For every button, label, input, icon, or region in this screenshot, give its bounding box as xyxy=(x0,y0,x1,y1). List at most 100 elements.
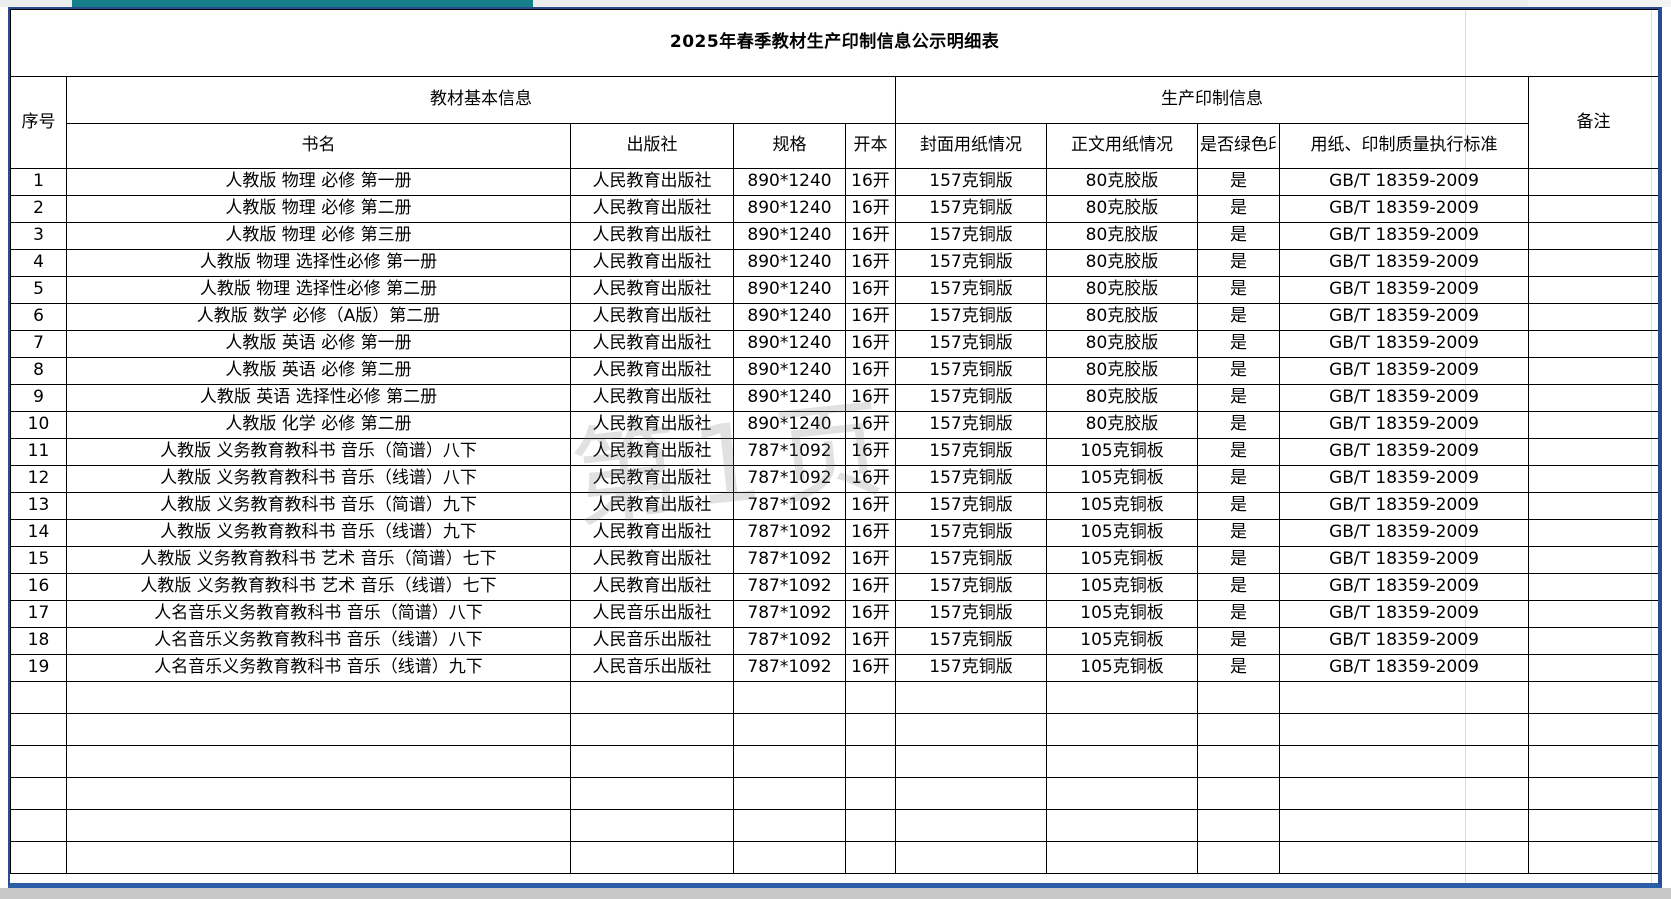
cell-green-printing[interactable]: 是 xyxy=(1197,438,1280,466)
cell-empty[interactable] xyxy=(733,841,846,874)
cell-empty[interactable] xyxy=(733,713,846,746)
cell-remark[interactable] xyxy=(1527,600,1658,628)
cell-empty[interactable] xyxy=(1279,745,1529,778)
cell-index[interactable]: 5 xyxy=(10,276,67,304)
cell-publisher[interactable]: 人民教育出版社 xyxy=(570,492,734,520)
cell-remark[interactable] xyxy=(1527,438,1658,466)
cell-cover-paper[interactable]: 157克铜版 xyxy=(895,303,1047,331)
cell-book-name[interactable]: 人教版 物理 必修 第三册 xyxy=(66,222,571,250)
cell-format[interactable]: 16开 xyxy=(845,465,896,493)
cell-empty[interactable] xyxy=(10,681,67,714)
cell-size[interactable]: 787*1092 xyxy=(733,492,846,520)
cell-format[interactable]: 16开 xyxy=(845,168,896,196)
cell-empty[interactable] xyxy=(66,809,571,842)
cell-empty[interactable] xyxy=(1197,745,1280,778)
cell-empty[interactable] xyxy=(733,809,846,842)
cell-green-printing[interactable]: 是 xyxy=(1197,573,1280,601)
cell-quality-standard[interactable]: GB/T 18359-2009 xyxy=(1279,546,1529,574)
cell-cover-paper[interactable]: 157克铜版 xyxy=(895,519,1047,547)
cell-green-printing[interactable]: 是 xyxy=(1197,546,1280,574)
cell-empty[interactable] xyxy=(10,745,67,778)
cell-remark[interactable] xyxy=(1527,519,1658,547)
cell-publisher[interactable]: 人民音乐出版社 xyxy=(570,654,734,682)
cell-green-printing[interactable]: 是 xyxy=(1197,222,1280,250)
cell-publisher[interactable]: 人民教育出版社 xyxy=(570,573,734,601)
cell-publisher[interactable]: 人民教育出版社 xyxy=(570,249,734,277)
cell-book-name[interactable]: 人教版 英语 选择性必修 第二册 xyxy=(66,384,571,412)
cell-empty[interactable] xyxy=(1527,841,1658,874)
cell-publisher[interactable]: 人民教育出版社 xyxy=(570,384,734,412)
cell-format[interactable]: 16开 xyxy=(845,627,896,655)
cell-empty[interactable] xyxy=(1046,681,1198,714)
cell-empty[interactable] xyxy=(845,745,896,778)
cell-index[interactable]: 4 xyxy=(10,249,67,277)
cell-remark[interactable] xyxy=(1527,276,1658,304)
cell-empty[interactable] xyxy=(1197,681,1280,714)
cell-empty[interactable] xyxy=(1046,841,1198,874)
cell-text-paper[interactable]: 80克胶版 xyxy=(1046,330,1198,358)
cell-book-name[interactable]: 人教版 英语 必修 第二册 xyxy=(66,357,571,385)
cell-cover-paper[interactable]: 157克铜版 xyxy=(895,627,1047,655)
cell-publisher[interactable]: 人民教育出版社 xyxy=(570,330,734,358)
cell-empty[interactable] xyxy=(66,681,571,714)
cell-quality-standard[interactable]: GB/T 18359-2009 xyxy=(1279,168,1529,196)
cell-format[interactable]: 16开 xyxy=(845,276,896,304)
cell-text-paper[interactable]: 80克胶版 xyxy=(1046,384,1198,412)
cell-format[interactable]: 16开 xyxy=(845,249,896,277)
cell-cover-paper[interactable]: 157克铜版 xyxy=(895,492,1047,520)
cell-format[interactable]: 16开 xyxy=(845,222,896,250)
cell-empty[interactable] xyxy=(845,681,896,714)
cell-size[interactable]: 890*1240 xyxy=(733,222,846,250)
cell-empty[interactable] xyxy=(570,841,734,874)
cell-remark[interactable] xyxy=(1527,654,1658,682)
cell-index[interactable]: 18 xyxy=(10,627,67,655)
cell-empty[interactable] xyxy=(66,745,571,778)
cell-green-printing[interactable]: 是 xyxy=(1197,519,1280,547)
cell-book-name[interactable]: 人教版 物理 必修 第二册 xyxy=(66,195,571,223)
cell-quality-standard[interactable]: GB/T 18359-2009 xyxy=(1279,384,1529,412)
cell-format[interactable]: 16开 xyxy=(845,195,896,223)
cell-text-paper[interactable]: 80克胶版 xyxy=(1046,195,1198,223)
cell-remark[interactable] xyxy=(1527,249,1658,277)
cell-empty[interactable] xyxy=(1279,713,1529,746)
cell-empty[interactable] xyxy=(1197,713,1280,746)
cell-size[interactable]: 890*1240 xyxy=(733,195,846,223)
cell-format[interactable]: 16开 xyxy=(845,519,896,547)
cell-remark[interactable] xyxy=(1527,465,1658,493)
cell-size[interactable]: 787*1092 xyxy=(733,546,846,574)
cell-format[interactable]: 16开 xyxy=(845,492,896,520)
cell-empty[interactable] xyxy=(1279,809,1529,842)
cell-quality-standard[interactable]: GB/T 18359-2009 xyxy=(1279,438,1529,466)
cell-size[interactable]: 890*1240 xyxy=(733,411,846,439)
cell-publisher[interactable]: 人民教育出版社 xyxy=(570,411,734,439)
cell-green-printing[interactable]: 是 xyxy=(1197,168,1280,196)
cell-empty[interactable] xyxy=(570,809,734,842)
cell-quality-standard[interactable]: GB/T 18359-2009 xyxy=(1279,519,1529,547)
cell-size[interactable]: 890*1240 xyxy=(733,303,846,331)
cell-empty[interactable] xyxy=(845,777,896,810)
cell-green-printing[interactable]: 是 xyxy=(1197,249,1280,277)
cell-quality-standard[interactable]: GB/T 18359-2009 xyxy=(1279,276,1529,304)
cell-quality-standard[interactable]: GB/T 18359-2009 xyxy=(1279,195,1529,223)
cell-publisher[interactable]: 人民教育出版社 xyxy=(570,195,734,223)
cell-text-paper[interactable]: 105克铜板 xyxy=(1046,465,1198,493)
cell-empty[interactable] xyxy=(570,681,734,714)
cell-index[interactable]: 11 xyxy=(10,438,67,466)
cell-format[interactable]: 16开 xyxy=(845,546,896,574)
cell-size[interactable]: 890*1240 xyxy=(733,330,846,358)
cell-size[interactable]: 890*1240 xyxy=(733,384,846,412)
cell-empty[interactable] xyxy=(10,809,67,842)
cell-empty[interactable] xyxy=(10,777,67,810)
cell-text-paper[interactable]: 80克胶版 xyxy=(1046,357,1198,385)
cell-remark[interactable] xyxy=(1527,411,1658,439)
cell-empty[interactable] xyxy=(1527,713,1658,746)
cell-index[interactable]: 8 xyxy=(10,357,67,385)
cell-index[interactable]: 7 xyxy=(10,330,67,358)
cell-publisher[interactable]: 人民教育出版社 xyxy=(570,465,734,493)
cell-format[interactable]: 16开 xyxy=(845,330,896,358)
cell-index[interactable]: 17 xyxy=(10,600,67,628)
cell-empty[interactable] xyxy=(1197,809,1280,842)
cell-empty[interactable] xyxy=(733,745,846,778)
cell-green-printing[interactable]: 是 xyxy=(1197,357,1280,385)
cell-empty[interactable] xyxy=(1279,777,1529,810)
